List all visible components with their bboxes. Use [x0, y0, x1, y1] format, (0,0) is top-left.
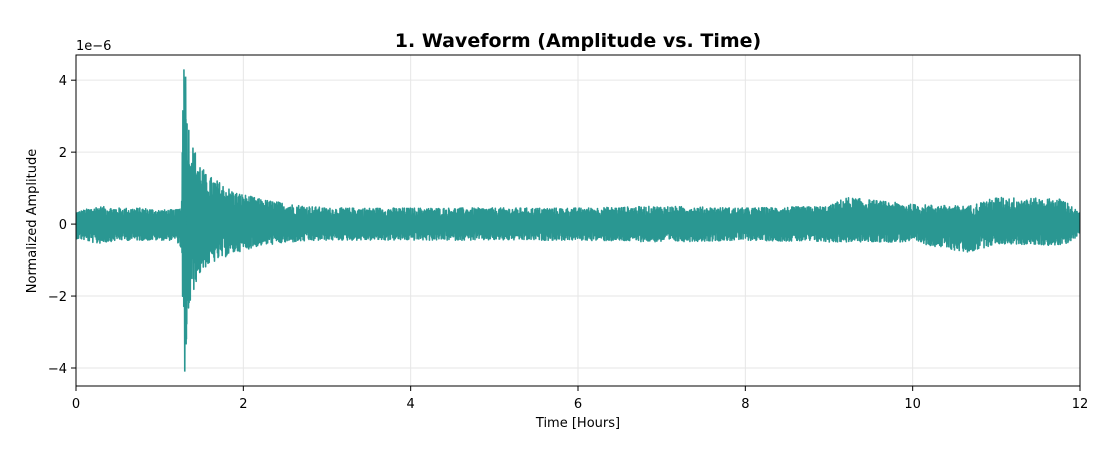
x-tick-label: 10	[904, 397, 921, 412]
waveform-series	[76, 69, 1080, 372]
waveform-spike	[183, 69, 188, 372]
x-tick-label: 0	[72, 397, 80, 412]
x-tick-label: 2	[239, 397, 247, 412]
x-tick-label: 4	[407, 397, 415, 412]
x-tick-label: 8	[741, 397, 749, 412]
axis-ticks: 0 2 4 6 8 10 12 −4 −2 0 2 4	[48, 74, 1088, 412]
y-tick-label: 0	[59, 218, 67, 233]
waveform-line	[76, 86, 1080, 345]
x-axis-label: Time [Hours]	[535, 416, 620, 431]
y-tick-label: −4	[48, 362, 67, 377]
y-tick-label: −2	[48, 290, 67, 305]
y-tick-label: 4	[59, 74, 67, 89]
y-axis-label: Normalized Amplitude	[25, 149, 40, 293]
x-tick-label: 6	[574, 397, 582, 412]
chart-title: 1. Waveform (Amplitude vs. Time)	[395, 30, 761, 52]
y-tick-label: 2	[59, 146, 67, 161]
x-tick-label: 12	[1072, 397, 1089, 412]
y-offset-text: 1e−6	[76, 39, 111, 54]
